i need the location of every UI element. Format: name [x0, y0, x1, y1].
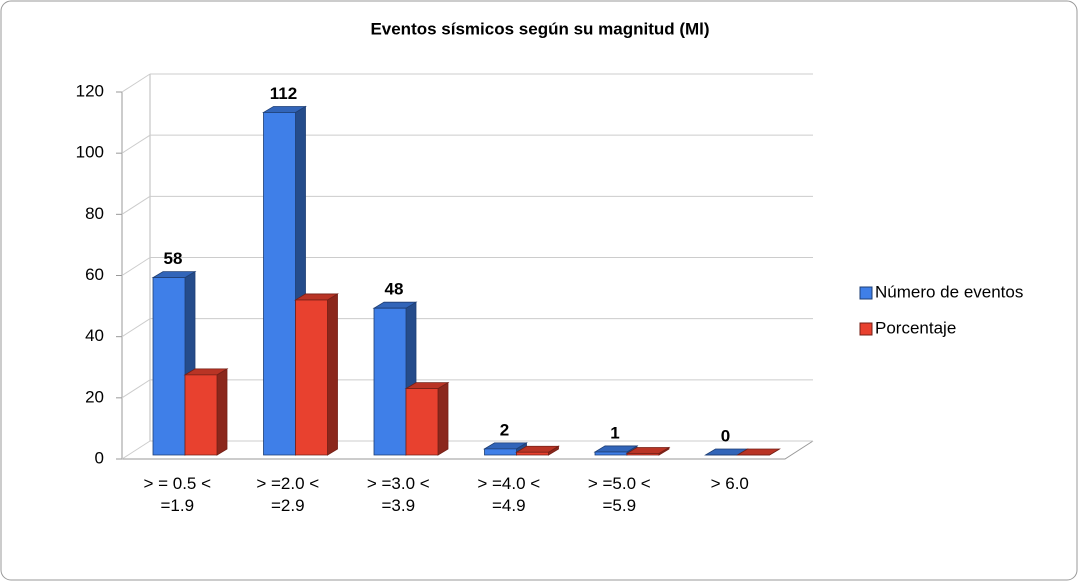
data-label: 1: [610, 423, 619, 442]
bar-side: [216, 368, 228, 456]
bar: [625, 446, 671, 456]
grid-line: [121, 379, 151, 399]
legend-swatch: [859, 286, 873, 300]
x-tick-label: > = 0.5 < =1.9: [143, 474, 212, 515]
bar: [183, 368, 229, 456]
bar: [515, 445, 560, 456]
x-tick-label: > =5.0 < =5.9: [587, 474, 651, 515]
bar: [736, 448, 781, 456]
bar-side: [437, 381, 449, 456]
bar: [593, 445, 639, 456]
grid-line: [121, 195, 151, 215]
bar: [294, 293, 339, 456]
data-label: 112: [270, 84, 297, 103]
legend-label: Porcentaje: [875, 318, 956, 337]
legend-swatch: [859, 322, 873, 336]
bar-front: [373, 307, 407, 456]
data-label: 0: [721, 426, 730, 445]
grid-line: [121, 318, 151, 338]
x-tick-label: > 6.0: [710, 474, 749, 493]
bar-side: [327, 293, 338, 456]
bar-front: [484, 448, 517, 456]
bar: [151, 270, 197, 456]
bar-front: [516, 451, 549, 456]
y-tick-label: 20: [85, 387, 104, 406]
chart-title: Eventos sísmicos según su magnitud (Ml): [370, 19, 709, 38]
bar-front: [626, 453, 660, 456]
bar-front: [295, 299, 328, 456]
grid-line: [121, 134, 151, 154]
bar-front: [263, 112, 296, 456]
x-tick-label: > =2.0 < =2.9: [256, 474, 320, 515]
y-tick-label: 0: [95, 448, 104, 467]
y-tick-label: 120: [76, 81, 104, 100]
y-tick-label: 60: [85, 265, 104, 284]
bar-front: [152, 277, 186, 456]
data-label: 48: [385, 280, 404, 299]
y-tick-label: 80: [85, 204, 104, 223]
bar: [404, 381, 450, 456]
grid-line: [121, 257, 151, 276]
bar-front: [184, 374, 218, 456]
x-tick-label: > =4.0 < =4.9: [477, 474, 541, 515]
grid-line: [121, 73, 151, 93]
data-label: 2: [500, 420, 509, 439]
grid-line: [121, 440, 151, 460]
data-label: 58: [164, 249, 183, 268]
bar-front: [594, 451, 628, 456]
bar-front: [405, 388, 439, 456]
y-tick-label: 40: [85, 326, 104, 345]
y-tick-label: 100: [76, 143, 104, 162]
floor: [122, 440, 814, 460]
legend-label: Número de eventos: [875, 282, 1023, 301]
x-tick-label: > =3.0 < =3.9: [366, 474, 430, 515]
